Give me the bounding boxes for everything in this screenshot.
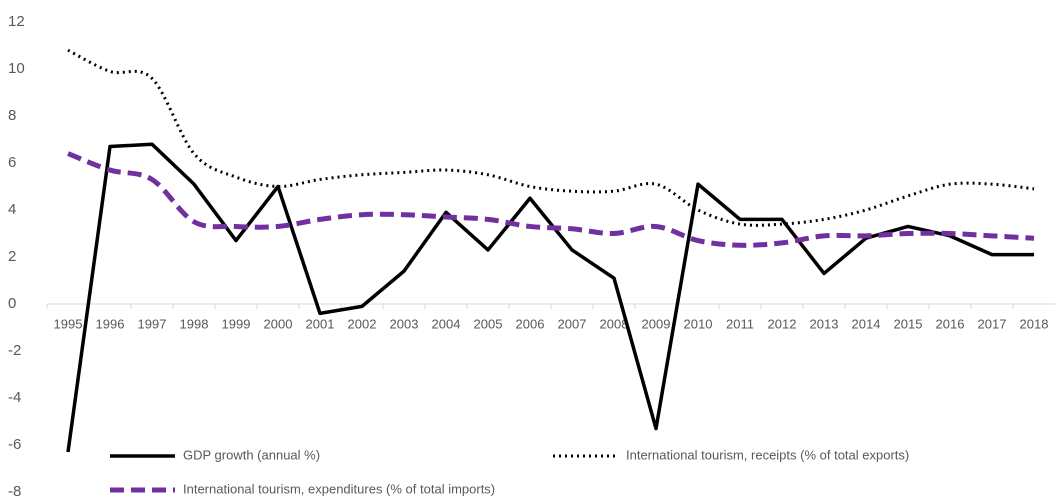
x-tick-label: 2012 bbox=[768, 316, 797, 331]
y-tick-label: 0 bbox=[8, 295, 16, 312]
x-tick-label: 2001 bbox=[306, 316, 335, 331]
x-tick-label: 1998 bbox=[180, 316, 209, 331]
x-tick-label: 2003 bbox=[390, 316, 419, 331]
x-tick-label: 2011 bbox=[726, 316, 754, 331]
y-tick-label: 4 bbox=[8, 201, 16, 218]
x-tick-label: 2000 bbox=[264, 316, 293, 331]
x-tick-label: 1995 bbox=[54, 316, 83, 331]
x-tick-label: 2013 bbox=[810, 316, 839, 331]
x-tick-label: 2006 bbox=[516, 316, 545, 331]
y-tick-label: -4 bbox=[8, 389, 21, 406]
x-tick-label: 2005 bbox=[474, 316, 503, 331]
y-tick-label: 8 bbox=[8, 107, 16, 124]
x-tick-label: 2016 bbox=[936, 316, 965, 331]
series-line bbox=[66, 142, 1034, 453]
y-tick-label: 12 bbox=[8, 13, 25, 30]
x-tick-label: 1997 bbox=[138, 316, 167, 331]
x-tick-label: 2010 bbox=[684, 316, 713, 331]
x-tick-label: 2007 bbox=[558, 316, 587, 331]
x-tick-label: 2018 bbox=[1020, 316, 1049, 331]
x-tick-label: 2015 bbox=[894, 316, 923, 331]
series-line bbox=[67, 48, 1035, 227]
x-tick-label: 2002 bbox=[348, 316, 377, 331]
y-tick-label: -6 bbox=[8, 436, 21, 453]
x-tick-label: 2009 bbox=[642, 316, 671, 331]
y-tick-label: 6 bbox=[8, 154, 16, 171]
x-tick-label: 2004 bbox=[432, 316, 461, 331]
y-tick-label: 10 bbox=[8, 60, 25, 77]
x-tick-label: 1999 bbox=[222, 316, 251, 331]
x-tick-label: 2008 bbox=[600, 316, 629, 331]
legend-label: International tourism, receipts (% of to… bbox=[626, 447, 909, 462]
y-tick-label: -2 bbox=[8, 342, 21, 359]
x-tick-label: 1996 bbox=[96, 316, 125, 331]
series-line bbox=[67, 151, 1035, 248]
legend-label: GDP growth (annual %) bbox=[183, 447, 320, 462]
x-tick-label: 2014 bbox=[852, 316, 881, 331]
y-tick-label: -8 bbox=[8, 483, 21, 498]
y-tick-label: 2 bbox=[8, 248, 16, 265]
x-tick-label: 2017 bbox=[978, 316, 1007, 331]
legend-label: International tourism, expenditures (% o… bbox=[183, 481, 495, 496]
